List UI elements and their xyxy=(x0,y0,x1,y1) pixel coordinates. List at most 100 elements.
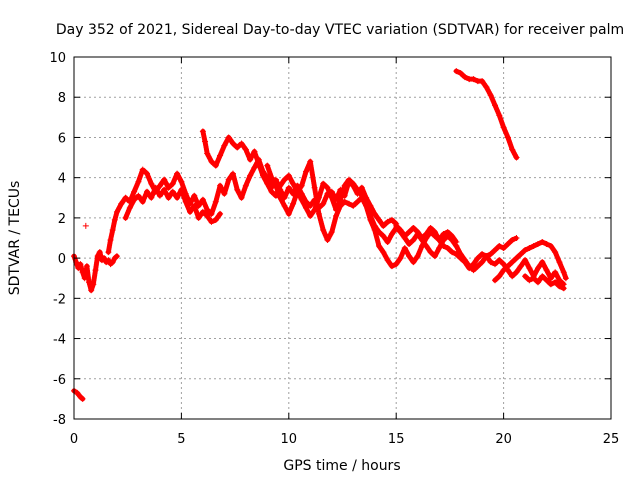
data-point xyxy=(217,210,224,217)
data-point xyxy=(74,389,81,396)
data-point xyxy=(315,210,322,217)
data-point xyxy=(229,170,236,177)
data-point xyxy=(470,261,477,268)
data-point xyxy=(423,243,430,250)
data-point xyxy=(457,70,464,77)
data-point xyxy=(526,265,533,272)
data-point xyxy=(101,255,108,262)
data-point xyxy=(436,237,443,244)
data-point xyxy=(522,257,529,264)
y-tick-label: -4 xyxy=(53,333,66,348)
data-point xyxy=(251,148,258,155)
data-point xyxy=(161,186,168,193)
data-point xyxy=(126,204,133,211)
data-point xyxy=(496,273,503,280)
data-point xyxy=(453,251,460,258)
data-point xyxy=(461,74,468,81)
data-point xyxy=(285,172,292,179)
data-trace xyxy=(105,157,399,255)
data-point xyxy=(324,237,331,244)
data-point xyxy=(113,253,120,260)
data-point xyxy=(350,202,357,209)
data-point xyxy=(560,285,567,292)
data-point xyxy=(513,269,520,276)
data-point xyxy=(354,186,361,193)
data-point xyxy=(88,287,95,294)
data-point xyxy=(122,214,129,221)
data-point xyxy=(534,241,541,248)
data-point xyxy=(182,198,189,205)
data-point xyxy=(431,253,438,260)
data-point xyxy=(234,144,241,151)
data-point xyxy=(513,255,520,262)
data-point xyxy=(479,259,486,266)
data-point xyxy=(234,186,241,193)
data-point xyxy=(380,222,387,229)
data-point xyxy=(208,218,215,225)
data-point xyxy=(376,216,383,223)
data-point xyxy=(320,200,327,207)
data-point xyxy=(547,281,554,288)
data-point xyxy=(461,259,468,266)
data-trace xyxy=(492,239,569,283)
data-point xyxy=(105,257,112,264)
data-point xyxy=(496,243,503,250)
data-point xyxy=(281,176,288,183)
data-point xyxy=(122,194,129,201)
data-point xyxy=(320,180,327,187)
data-point xyxy=(212,162,219,169)
data-point xyxy=(109,226,116,233)
data-point xyxy=(410,224,417,231)
data-point xyxy=(393,222,400,229)
data-point xyxy=(199,128,206,135)
data-point xyxy=(504,241,511,248)
data-point xyxy=(298,196,305,203)
y-tick-label: 8 xyxy=(58,91,66,106)
data-point xyxy=(414,228,421,235)
data-point xyxy=(285,184,292,191)
data-point xyxy=(418,235,425,241)
data-point xyxy=(492,102,499,109)
y-tick-label: 4 xyxy=(58,172,66,187)
data-point xyxy=(156,182,163,189)
data-trace xyxy=(71,388,86,402)
data-point xyxy=(354,198,361,205)
data-point xyxy=(328,194,335,201)
data-point xyxy=(139,166,146,173)
data-point xyxy=(131,196,138,203)
data-point xyxy=(302,168,309,175)
data-point xyxy=(474,263,481,270)
data-point xyxy=(543,277,550,284)
data-point xyxy=(156,192,163,199)
data-point xyxy=(195,214,202,221)
data-point xyxy=(539,273,546,280)
data-point xyxy=(380,232,387,239)
data-point xyxy=(328,228,335,235)
data-point xyxy=(552,269,559,276)
data-point xyxy=(204,212,211,219)
data-point xyxy=(302,204,309,211)
data-point xyxy=(556,283,563,290)
data-point xyxy=(242,182,249,189)
data-point xyxy=(384,239,391,246)
data-point xyxy=(470,267,477,274)
data-point xyxy=(492,261,499,268)
data-point xyxy=(358,192,365,199)
data-point xyxy=(169,180,176,187)
data-point xyxy=(212,198,219,205)
data-point xyxy=(225,134,232,141)
data-point xyxy=(401,245,408,252)
data-point xyxy=(431,228,438,235)
data-point xyxy=(457,255,464,262)
data-point xyxy=(453,243,460,250)
data-point xyxy=(242,146,249,153)
data-point xyxy=(397,226,404,233)
data-point xyxy=(238,140,245,147)
data-trace xyxy=(453,68,519,161)
data-point xyxy=(221,142,228,149)
data-point xyxy=(500,267,507,274)
data-point xyxy=(251,164,258,171)
data-point xyxy=(221,190,228,197)
data-point xyxy=(290,180,297,187)
